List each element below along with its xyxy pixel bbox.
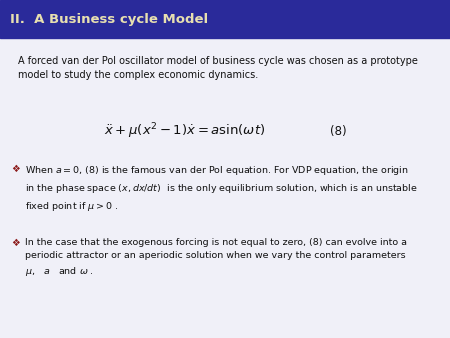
Bar xyxy=(0,0,450,38)
Text: ❖: ❖ xyxy=(12,164,20,174)
Text: ❖: ❖ xyxy=(12,238,20,248)
Text: $\ddot{x} + \mu(x^2 - 1)\dot{x} = a\sin(\omega t)$: $\ddot{x} + \mu(x^2 - 1)\dot{x} = a\sin(… xyxy=(104,121,266,141)
Text: A forced van der Pol oscillator model of business cycle was chosen as a prototyp: A forced van der Pol oscillator model of… xyxy=(18,56,418,80)
Text: In the case that the exogenous forcing is not equal to zero, (8) can evolve into: In the case that the exogenous forcing i… xyxy=(25,238,407,278)
Text: (8): (8) xyxy=(330,124,346,138)
Text: II.  A Business cycle Model: II. A Business cycle Model xyxy=(10,13,208,25)
Text: When $a=0$, (8) is the famous van der Pol equation. For VDP equation, the origin: When $a=0$, (8) is the famous van der Po… xyxy=(25,164,418,213)
